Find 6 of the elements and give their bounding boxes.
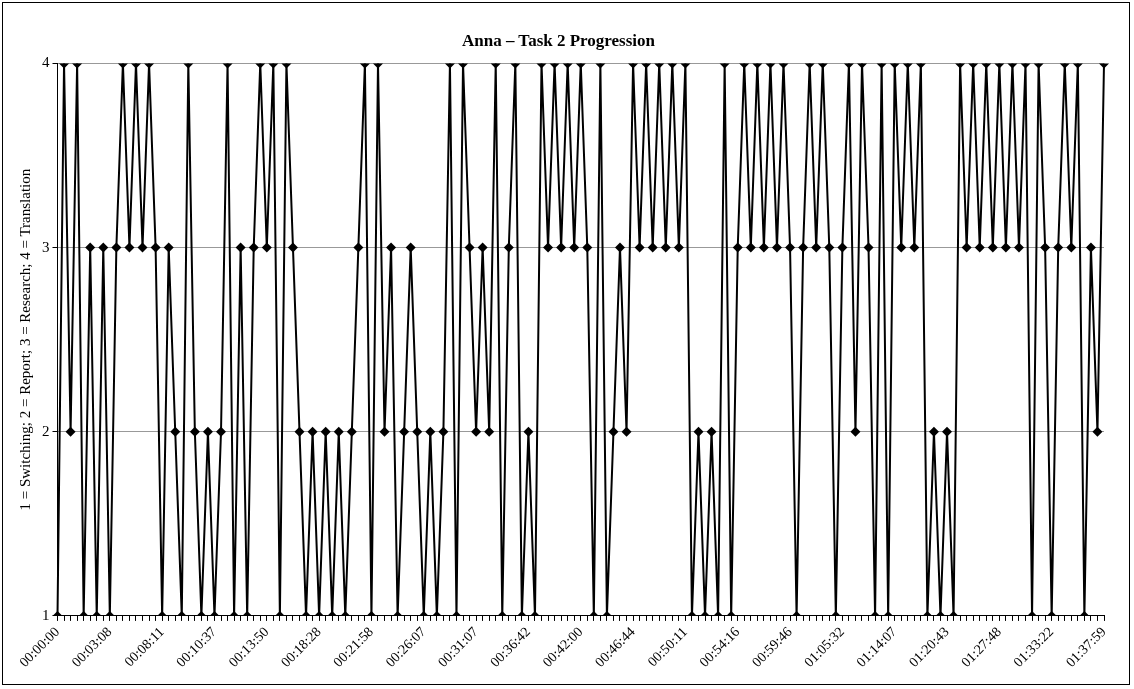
y-tick-label: 1 [42,606,50,623]
chart-title: Anna – Task 2 Progression [461,30,656,50]
y-axis-title: 1 = Switching; 2 = Report; 3 = Research; 4 = Translation [16,168,33,511]
y-tick-label: 4 [42,54,50,71]
y-tick-label: 3 [42,238,50,255]
y-tick-label: 2 [42,422,50,439]
